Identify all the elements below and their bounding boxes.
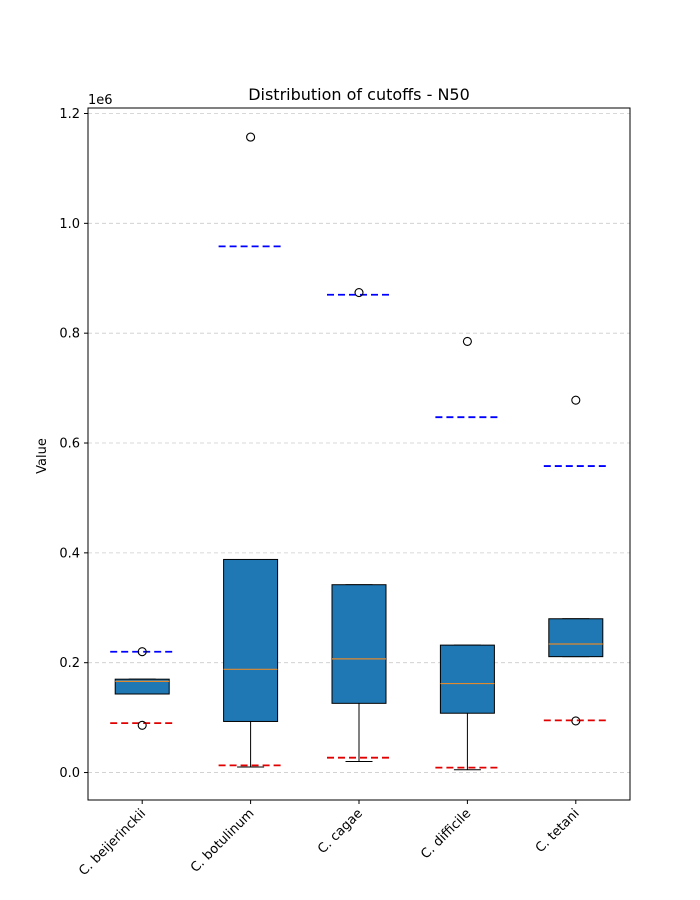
y-tick-label: 1.2	[59, 107, 80, 122]
outlier-point	[354, 287, 364, 298]
x-tick-label: C. difficile	[418, 806, 474, 862]
y-tick-label: 0.8	[59, 327, 80, 342]
x-tick-label: C. tetani	[533, 806, 583, 856]
box-iqr	[114, 678, 170, 695]
plot-frame	[87, 107, 631, 801]
y-tick-label: 0.4	[59, 546, 80, 561]
chart-title: Distribution of cutoffs - N50	[248, 85, 470, 104]
y-axis-label: Value	[35, 438, 50, 474]
x-tick-label: C. beijerinckii	[76, 806, 149, 879]
box-iqr	[439, 644, 495, 714]
outliers-layer	[137, 132, 581, 730]
box-iqr	[331, 584, 387, 704]
outlier-point	[571, 716, 581, 726]
outlier-point	[571, 395, 581, 405]
boxes-layer	[114, 558, 604, 771]
x-tick-label: C. cagae	[315, 806, 366, 857]
grid-lines	[88, 113, 630, 773]
axes-layer: 0.0 0.2 0.4 0.6 0.8 1.0 1.2 C. beijerinckii C. b…	[59, 107, 582, 879]
x-tick-label: C. botulinum	[188, 806, 257, 875]
box-iqr	[223, 558, 279, 722]
y-tick-label: 0.6	[59, 437, 80, 452]
outlier-point	[137, 720, 147, 730]
outlier-point	[462, 336, 472, 346]
y-tick-label: 0.0	[59, 766, 80, 781]
y-tick-label: 0.2	[59, 656, 80, 671]
y-tick-label: 1.0	[59, 217, 80, 232]
outlier-point	[246, 132, 256, 142]
box-iqr	[548, 618, 604, 658]
outlier-point	[137, 647, 147, 657]
y-offset-label: 1e6	[88, 93, 113, 108]
